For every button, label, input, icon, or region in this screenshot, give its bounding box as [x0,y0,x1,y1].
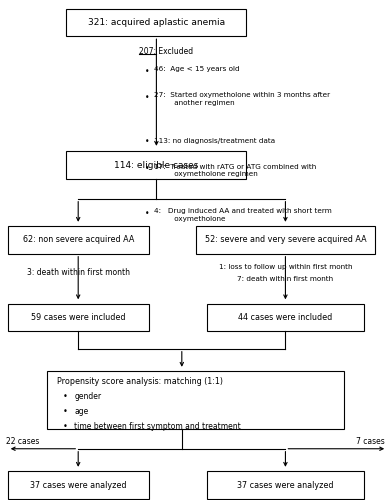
Text: 37 cases were analyzed: 37 cases were analyzed [237,480,334,490]
Text: 27:  Started oxymetholone within 3 months after
         another regimen: 27: Started oxymetholone within 3 months… [154,92,330,106]
Text: 7 cases: 7 cases [356,437,385,446]
Text: •: • [63,422,67,431]
Text: 52: severe and very severe acquired AA: 52: severe and very severe acquired AA [204,236,366,244]
Text: 7: death within first month: 7: death within first month [237,276,334,282]
Text: 1: loss to follow up within first month: 1: loss to follow up within first month [219,264,352,270]
Text: 114: eligible cases: 114: eligible cases [114,160,199,170]
Text: 44 cases were included: 44 cases were included [238,313,333,322]
Text: 17:  Treated with rATG or ATG combined with
         oxymetholone regimen: 17: Treated with rATG or ATG combined wi… [154,164,316,176]
Text: 3: death within first month: 3: death within first month [27,268,130,277]
Text: age: age [74,407,88,416]
FancyBboxPatch shape [196,226,375,254]
FancyBboxPatch shape [8,226,149,254]
Text: 59 cases were included: 59 cases were included [31,313,126,322]
Text: •: • [63,407,67,416]
Text: •: • [63,392,67,401]
Text: •: • [145,66,149,76]
Text: •: • [145,208,149,218]
Text: •: • [145,164,149,172]
FancyBboxPatch shape [8,471,149,499]
Text: 321: acquired aplastic anemia: 321: acquired aplastic anemia [88,18,225,27]
Text: time between first symptom and treatment: time between first symptom and treatment [74,422,241,431]
FancyBboxPatch shape [8,304,149,332]
Text: 4:   Drug induced AA and treated with short term
         oxymetholone: 4: Drug induced AA and treated with shor… [154,208,332,222]
FancyBboxPatch shape [207,471,364,499]
Text: 46:  Age < 15 years old: 46: Age < 15 years old [154,66,239,72]
Text: Propensity score analysis: matching (1:1): Propensity score analysis: matching (1:1… [57,377,223,386]
FancyBboxPatch shape [207,304,364,332]
Text: 22 cases: 22 cases [6,437,39,446]
Text: •: • [145,92,149,102]
Text: gender: gender [74,392,101,401]
Text: •: • [145,138,149,146]
FancyBboxPatch shape [66,8,246,36]
Text: 37 cases were analyzed: 37 cases were analyzed [30,480,126,490]
Text: 207: Excluded: 207: Excluded [139,48,193,56]
Text: 113: no diagnosis/treatment data: 113: no diagnosis/treatment data [154,138,275,143]
FancyBboxPatch shape [47,371,344,428]
FancyBboxPatch shape [66,151,246,178]
Text: 62: non severe acquired AA: 62: non severe acquired AA [23,236,134,244]
